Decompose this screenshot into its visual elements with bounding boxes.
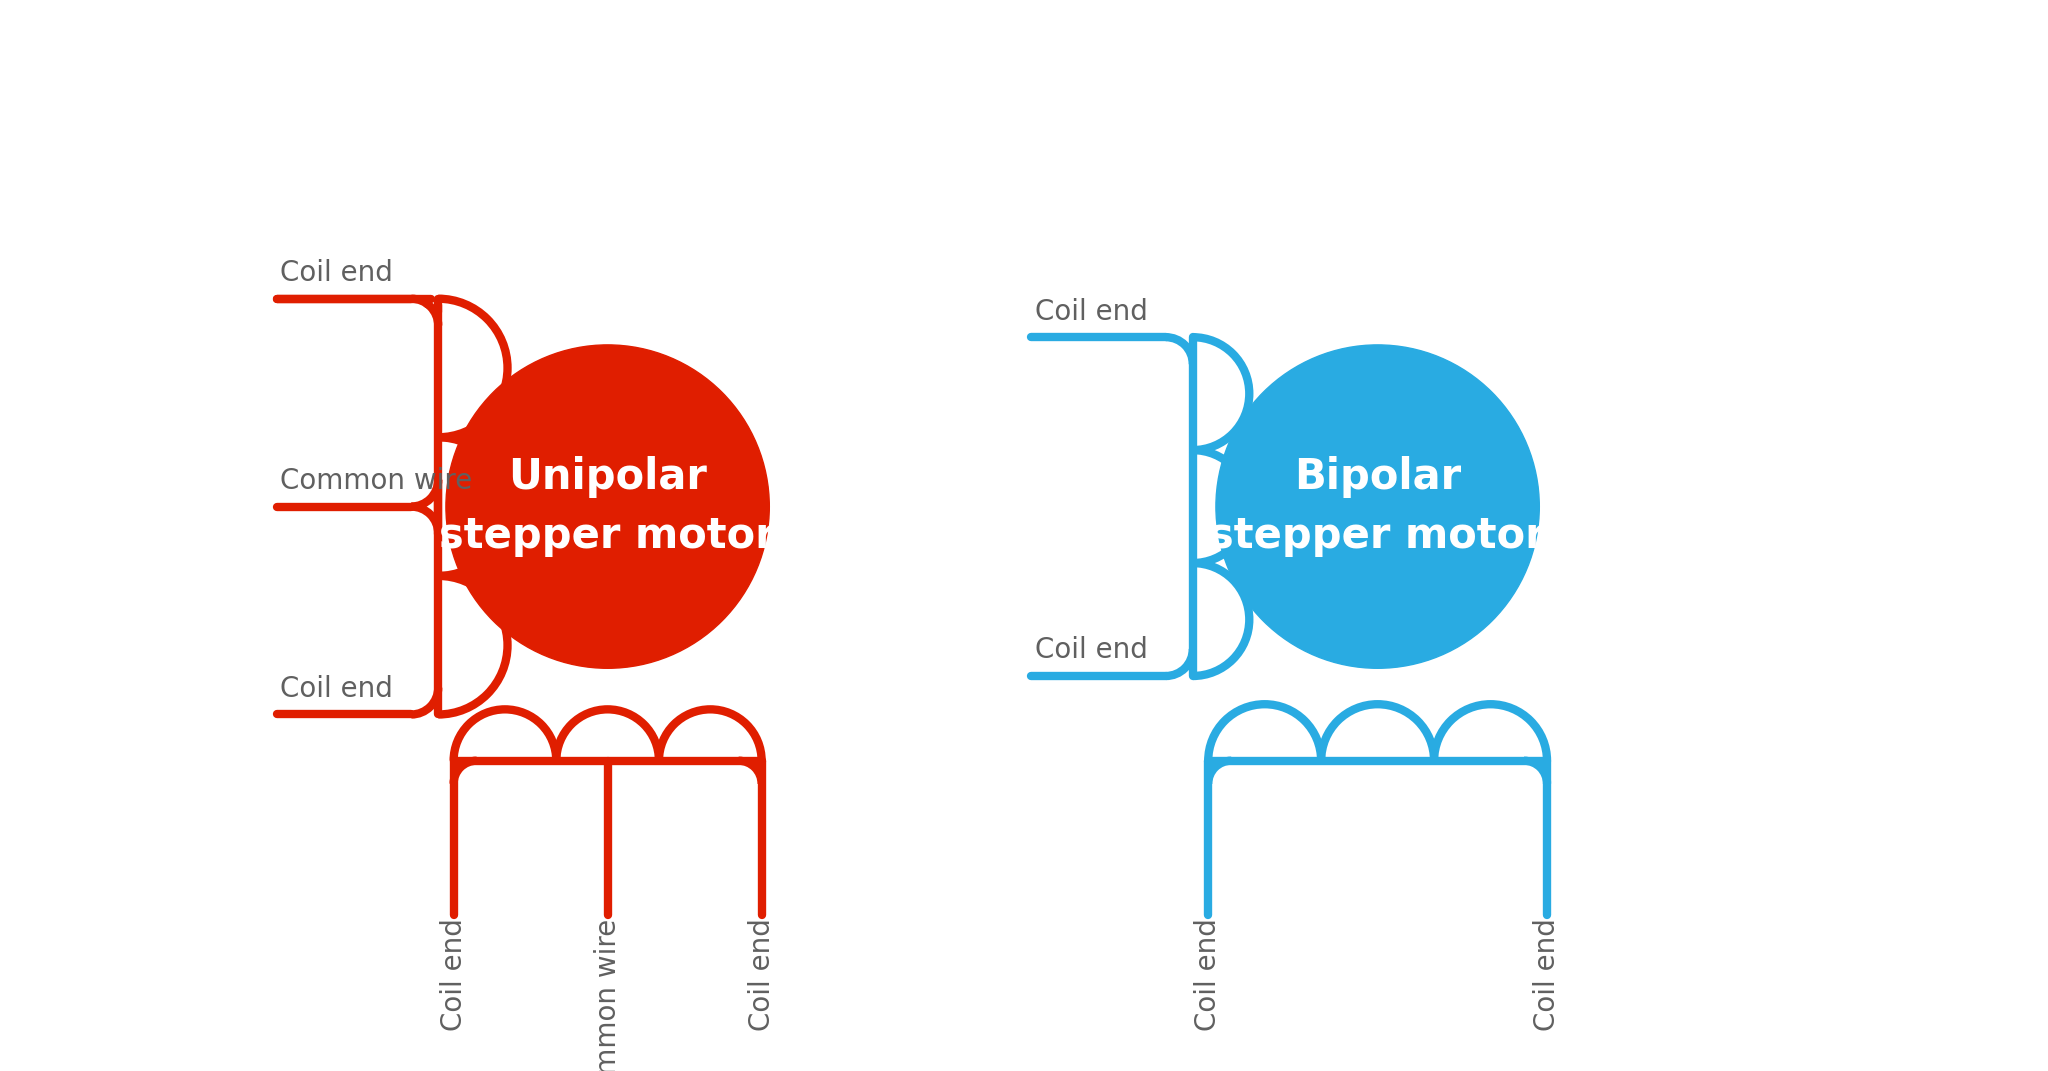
- Text: Coil end: Coil end: [1194, 919, 1223, 1031]
- Text: Unipolar
stepper motor: Unipolar stepper motor: [440, 456, 776, 557]
- Circle shape: [446, 345, 770, 668]
- Text: Coil end: Coil end: [1534, 919, 1561, 1031]
- Text: Bipolar
stepper motor: Bipolar stepper motor: [1208, 456, 1546, 557]
- Text: Common wire: Common wire: [281, 467, 473, 495]
- Text: Coil end: Coil end: [1034, 298, 1147, 326]
- Text: Coil end: Coil end: [281, 675, 393, 703]
- Text: Coil end: Coil end: [281, 259, 393, 287]
- Text: Common wire: Common wire: [594, 919, 623, 1071]
- Text: Coil end: Coil end: [748, 919, 776, 1031]
- Text: Coil end: Coil end: [1034, 636, 1147, 664]
- Text: Coil end: Coil end: [440, 919, 467, 1031]
- Circle shape: [1217, 345, 1540, 668]
